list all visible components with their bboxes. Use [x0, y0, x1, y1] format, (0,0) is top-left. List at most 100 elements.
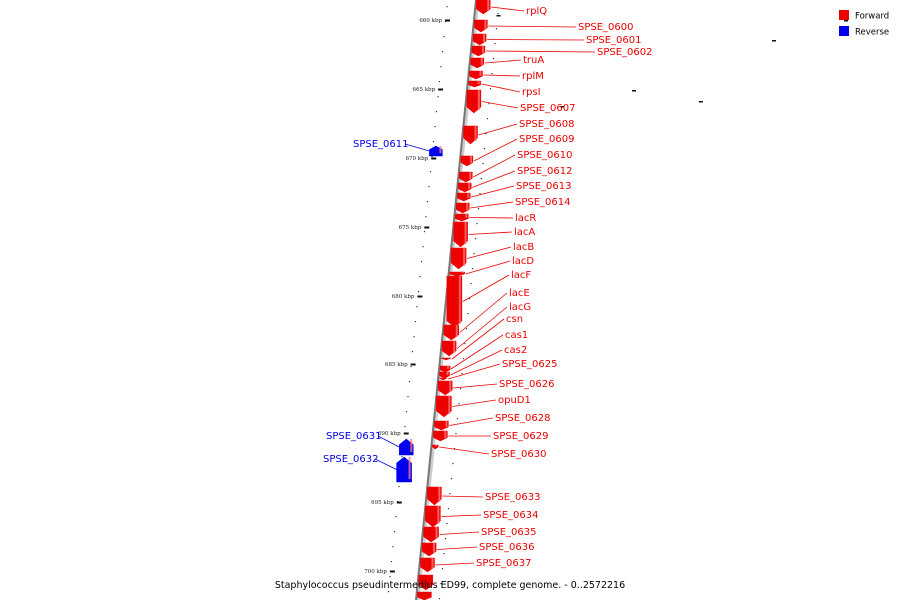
gene-label: SPSE_0631	[326, 431, 382, 442]
gene-glyph-highlight	[483, 34, 486, 42]
label-leader-lines	[374, 6, 596, 566]
minor-tick	[497, 13, 499, 15]
gene-leader-line	[468, 231, 513, 235]
minor-tick	[408, 381, 411, 383]
gene-glyph	[441, 357, 452, 361]
minor-tick	[428, 186, 430, 188]
minor-tick	[494, 43, 496, 45]
gene-label: rplM	[522, 71, 544, 82]
minor-tick	[479, 193, 481, 195]
minor-tick	[485, 133, 487, 135]
minor-tick	[489, 88, 492, 90]
gene-leader-line	[451, 318, 505, 360]
legend-forward-label: Forward	[855, 12, 889, 22]
gene-label: SPSE_0612	[517, 166, 573, 177]
gene-leader-line	[483, 74, 521, 77]
gene-glyph-highlight	[474, 126, 477, 141]
minor-tick	[405, 411, 408, 413]
minor-tick	[476, 223, 478, 225]
minor-tick	[398, 486, 400, 488]
minor-tick	[470, 283, 472, 285]
scale-tick-label: 675 kbp	[399, 225, 422, 231]
minor-tick	[420, 261, 423, 263]
genome-title: Staphylococcus pseudintermedius ED99, co…	[275, 580, 625, 591]
minor-tick	[483, 148, 486, 150]
kbp-scale-ticks: 660 kbp 665 kbp 670 kbp 675 kbp 680 kbp 685 k…	[364, 15, 848, 575]
gene-glyph-highlight	[444, 431, 447, 438]
minor-tick	[393, 531, 396, 533]
gene-glyph-highlight	[455, 325, 458, 337]
scale-tick-label: 695 kbp	[371, 500, 394, 506]
gene-label: SPSE_0637	[476, 558, 532, 569]
gene-label: opuD1	[498, 395, 531, 406]
feature-mark	[496, 15, 501, 17]
minor-tick	[482, 163, 484, 165]
gene-leader-line	[459, 292, 508, 333]
gene-label: lacR	[515, 213, 536, 224]
minor-tick	[459, 388, 462, 390]
minor-tick	[471, 268, 474, 270]
scale-tick-label: 660 kbp	[419, 18, 442, 24]
minor-tick	[491, 73, 493, 75]
gene-label: cas1	[505, 330, 528, 341]
gene-leader-line	[481, 83, 521, 93]
gene-glyph-highlight	[463, 248, 466, 266]
minor-tick	[414, 321, 417, 323]
minor-tick	[387, 591, 390, 593]
gene-label: SPSE_0630	[491, 449, 547, 460]
gene-label: SPSE_0602	[597, 47, 653, 58]
gene-glyph-highlight	[469, 156, 472, 163]
minor-tick	[465, 328, 468, 330]
gene-leader-line	[441, 514, 482, 517]
gene-glyph-highlight	[477, 90, 480, 110]
gene-glyph-highlight	[466, 203, 469, 210]
minor-tick	[395, 516, 397, 518]
minor-tick	[450, 478, 453, 480]
minor-tick	[410, 366, 412, 368]
minor-tick	[404, 426, 406, 428]
scale-tick-mark	[438, 88, 444, 91]
scale-tick-label: 665 kbp	[412, 87, 435, 93]
gene-label: SPSE_0625	[502, 359, 558, 370]
gene-label: lacA	[514, 227, 535, 238]
feature-mark	[844, 20, 848, 22]
gene-leader-line	[471, 185, 515, 198]
gene-label: SPSE_0632	[323, 454, 379, 465]
gene-glyph-highlight	[448, 396, 451, 414]
minor-tick	[432, 141, 435, 143]
legend-forward-swatch	[839, 10, 849, 20]
minor-tick	[461, 373, 463, 375]
gene-glyph-highlight	[465, 214, 468, 218]
scale-tick-label: 685 kbp	[385, 362, 408, 368]
scale-tick-mark	[403, 432, 409, 435]
gene-glyph-highlight	[439, 146, 442, 153]
minor-tick	[480, 178, 483, 180]
minor-tick	[390, 561, 393, 563]
gene-label: lacE	[509, 288, 530, 299]
minor-tick	[435, 111, 438, 113]
gene-leader-line	[439, 531, 480, 535]
minor-tick	[438, 81, 441, 83]
gene-leader-line	[465, 260, 511, 275]
gene-leader-line	[488, 25, 577, 28]
gene-label: SPSE_0609	[519, 134, 575, 145]
minor-tick	[419, 276, 421, 278]
gene-label: SPSE_0628	[495, 413, 551, 424]
gene-leader-line	[374, 458, 397, 470]
minor-tick	[477, 208, 480, 210]
gene-label: SPSE_0608	[519, 119, 575, 130]
minor-tick	[425, 216, 427, 218]
gene-glyph-highlight	[437, 506, 440, 524]
gene-glyph-highlight	[410, 439, 413, 452]
genome-axis	[415, 0, 477, 600]
scale-tick-label: 680 kbp	[392, 294, 415, 300]
minor-tick	[441, 568, 444, 570]
gene-label: csn	[506, 314, 523, 325]
minor-tick	[423, 231, 426, 233]
gene-leader-line	[491, 6, 525, 12]
feature-mark	[632, 90, 636, 92]
scale-tick-mark	[417, 295, 423, 298]
gene-leader-line	[472, 170, 516, 188]
minor-tick	[452, 463, 454, 465]
